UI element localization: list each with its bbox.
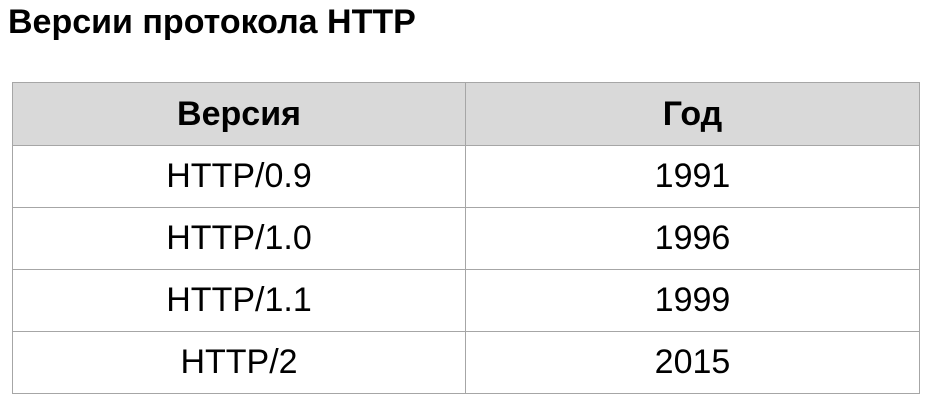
version-cell: HTTP/1.0 xyxy=(12,207,466,270)
table-row: HTTP/0.9 1991 xyxy=(12,145,920,208)
table-row: HTTP/1.1 1999 xyxy=(12,269,920,332)
table-row: HTTP/1.0 1996 xyxy=(12,207,920,270)
page-title: Версии протокола HTTP xyxy=(8,3,416,41)
table-header-row: Версия Год xyxy=(12,82,920,146)
http-versions-table: Версия Год HTTP/0.9 1991 HTTP/1.0 1996 H… xyxy=(12,82,920,394)
year-cell: 1991 xyxy=(465,145,920,208)
column-header-version: Версия xyxy=(12,82,466,146)
column-header-year: Год xyxy=(465,82,920,146)
version-cell: HTTP/1.1 xyxy=(12,269,466,332)
year-cell: 1999 xyxy=(465,269,920,332)
year-cell: 1996 xyxy=(465,207,920,270)
table-row: HTTP/2 2015 xyxy=(12,331,920,394)
version-cell: HTTP/2 xyxy=(12,331,466,394)
version-cell: HTTP/0.9 xyxy=(12,145,466,208)
year-cell: 2015 xyxy=(465,331,920,394)
